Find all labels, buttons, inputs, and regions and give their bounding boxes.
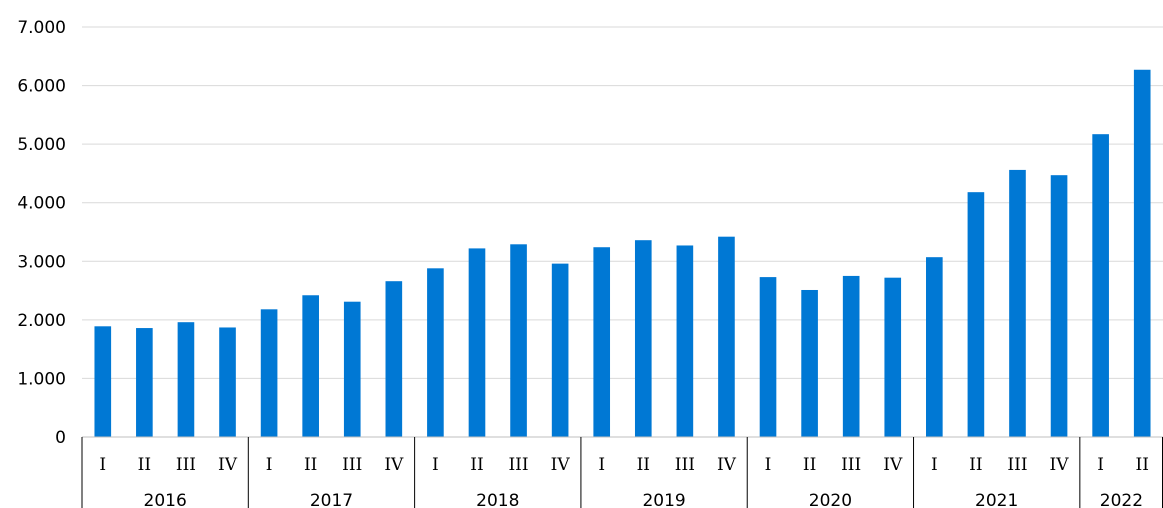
y-axis-ticks: 0 1.000 2.000 3.000 4.000 5.000 6.000 7.000: [17, 18, 66, 448]
x-tick-quarter: I: [598, 455, 605, 475]
bar: [1050, 175, 1068, 437]
x-tick-quarter: III: [176, 455, 196, 475]
x-tick-quarter: I: [432, 455, 439, 475]
x-tick-year: 2016: [144, 491, 187, 508]
bar: [136, 328, 153, 437]
x-tick-quarter: III: [841, 455, 861, 475]
x-tick-quarter: II: [304, 455, 317, 475]
bar: [260, 309, 278, 437]
bar: [302, 295, 319, 437]
x-tick-quarter: II: [138, 455, 151, 475]
x-tick-quarter: III: [342, 455, 362, 475]
y-tick-label: 1.000: [17, 369, 66, 389]
x-tick-year: 2022: [1100, 491, 1143, 508]
bar: [842, 275, 860, 437]
y-tick-label: 0: [55, 428, 66, 448]
x-tick-quarter: I: [765, 455, 772, 475]
x-tick-year: 2017: [310, 491, 353, 508]
y-tick-label: 4.000: [17, 194, 66, 214]
x-tick-quarter: I: [266, 455, 273, 475]
bar: [718, 236, 735, 437]
y-tick-label: 6.000: [17, 77, 66, 97]
bar: [759, 277, 777, 437]
bar: [427, 268, 444, 437]
bar: [219, 327, 236, 437]
bar: [385, 281, 403, 437]
x-tick-year: 2019: [642, 491, 685, 508]
x-tick-quarter: IV: [384, 455, 404, 475]
bar: [884, 277, 902, 437]
x-tick-quarter: II: [803, 455, 816, 475]
x-tick-quarter: IV: [717, 455, 737, 475]
bar: [926, 257, 943, 437]
x-tick-quarter: I: [931, 455, 938, 475]
x-tick-quarter: IV: [1050, 455, 1070, 475]
bar: [1009, 169, 1026, 437]
x-tick-quarter: I: [99, 455, 106, 475]
bar: [1133, 69, 1151, 437]
y-tick-label: 2.000: [17, 311, 66, 331]
bars: [94, 69, 1151, 437]
x-tick-year: 2018: [476, 491, 519, 508]
bar: [177, 322, 195, 437]
x-tick-year: 2020: [809, 491, 852, 508]
x-tick-quarter: IV: [883, 455, 903, 475]
x-tick-quarter: IV: [218, 455, 238, 475]
x-tick-quarter: II: [1135, 455, 1148, 475]
bar: [676, 245, 694, 437]
bar: [593, 247, 611, 437]
x-tick-quarter: IV: [551, 455, 571, 475]
bar: [94, 326, 112, 437]
bar: [967, 192, 985, 437]
bar: [468, 248, 486, 437]
y-tick-label: 5.000: [17, 135, 66, 155]
x-tick-quarter: III: [508, 455, 528, 475]
x-tick-quarter: I: [1097, 455, 1104, 475]
x-tick-quarter: III: [1007, 455, 1027, 475]
gridlines: [82, 26, 1163, 379]
x-tick-quarter: III: [675, 455, 695, 475]
x-tick-quarter: II: [637, 455, 650, 475]
bar: [634, 240, 652, 437]
x-tick-quarter: II: [969, 455, 982, 475]
bar: [551, 263, 569, 437]
x-tick-year: 2021: [975, 491, 1018, 508]
bar: [510, 244, 527, 437]
y-tick-label: 3.000: [17, 252, 66, 272]
bar: [343, 301, 361, 437]
bar: [801, 289, 818, 437]
x-tick-quarter: II: [470, 455, 483, 475]
y-tick-label: 7.000: [17, 18, 66, 38]
bar: [1092, 134, 1109, 437]
